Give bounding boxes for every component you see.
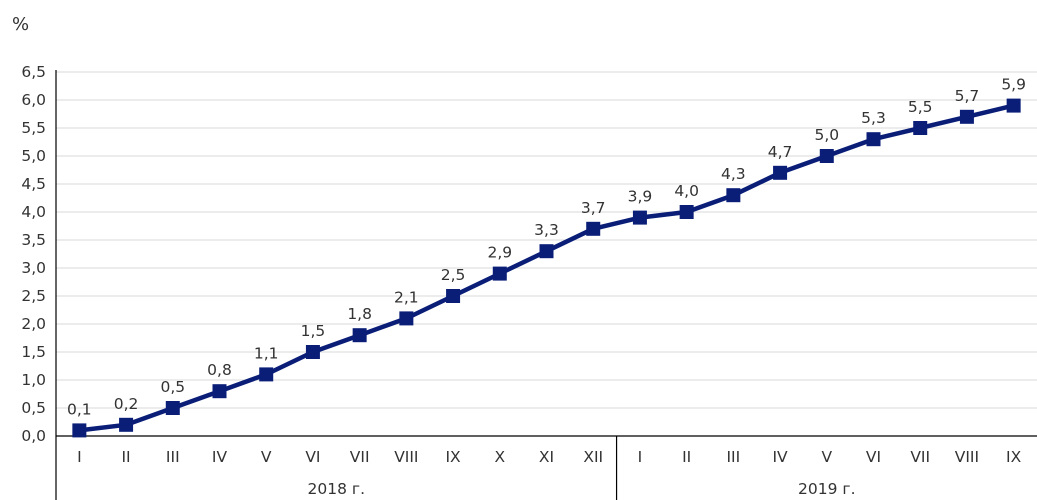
x-tick-label: XII [583, 448, 603, 466]
x-tick-label: XI [539, 448, 554, 466]
data-label: 3,3 [534, 221, 559, 239]
x-tick-label: VIII [394, 448, 418, 466]
y-tick-label: 2,0 [21, 315, 46, 333]
x-tick-label: VII [910, 448, 930, 466]
data-point-marker [632, 210, 647, 225]
axes [55, 70, 1037, 437]
x-tick-label: X [494, 448, 505, 466]
x-tick-label: VI [305, 448, 320, 466]
y-tick-label: 0,0 [21, 427, 46, 445]
data-markers [72, 98, 1021, 438]
data-point-marker [539, 244, 554, 259]
data-point-marker [305, 345, 320, 359]
x-tick-label: III [166, 448, 180, 466]
x-tick-label: II [121, 448, 130, 466]
y-tick-label: 4,0 [21, 203, 46, 221]
data-point-marker [1006, 98, 1021, 113]
data-point-marker [959, 109, 974, 124]
y-tick-label: 4,5 [21, 175, 46, 193]
y-axis-unit-label: % [12, 14, 29, 35]
data-label: 3,7 [581, 199, 606, 217]
data-point-marker [212, 384, 227, 399]
data-point-marker [819, 149, 834, 163]
y-tick-label: 3,0 [21, 259, 46, 277]
x-tick-label: V [261, 448, 272, 466]
x-tick-label: VIII [955, 448, 979, 466]
x-tick-label: V [821, 448, 832, 466]
y-tick-label: 1,5 [21, 343, 46, 361]
y-tick-label: 5,0 [21, 147, 46, 165]
data-label: 2,5 [441, 266, 466, 284]
data-label: 3,9 [628, 188, 653, 206]
data-point-marker [866, 132, 881, 147]
data-point-marker [446, 289, 461, 303]
data-label: 5,9 [1001, 76, 1026, 94]
data-point-marker [165, 401, 180, 415]
y-tick-label: 6,0 [21, 91, 46, 109]
data-point-marker [913, 121, 928, 135]
x-tick-label: IV [212, 448, 228, 466]
y-tick-label: 2,5 [21, 287, 46, 305]
data-label: 0,5 [160, 378, 185, 396]
data-label: 0,2 [114, 395, 139, 413]
y-tick-label: 3,5 [21, 231, 46, 249]
data-point-marker [679, 205, 694, 219]
y-axis-ticks: 0,0 0,5 1,0 1,5 2,0 2,5 3,0 3,5 4,0 4,5 5,0 5,5 6,0 6… [21, 63, 46, 445]
x-tick-label: IX [1006, 448, 1022, 466]
y-tick-label: 5,5 [21, 119, 46, 137]
x-tick-label: VI [866, 448, 881, 466]
group-label: 2019 г. [798, 480, 855, 498]
data-label: 2,9 [487, 244, 512, 262]
data-label: 2,1 [394, 288, 419, 306]
data-point-marker [399, 311, 414, 326]
x-tick-label: III [726, 448, 740, 466]
x-axis-ticks: I II III IV V VI VII VIII IX X XI XII I II III IV V VI VII… [77, 448, 1022, 466]
data-point-marker [72, 423, 87, 438]
data-point-marker [726, 188, 741, 203]
data-point-marker [773, 165, 788, 180]
data-point-marker [119, 417, 134, 432]
data-point-marker [259, 367, 274, 382]
data-label: 1,8 [347, 305, 372, 323]
data-point-marker [586, 221, 601, 236]
data-labels: 0,1 0,2 0,5 0,8 1,1 1,5 1,8 2,1 2,5 2,9 3,3 3,7 3,9 4… [67, 76, 1026, 419]
data-label: 5,0 [814, 126, 839, 144]
y-tick-label: 6,5 [21, 63, 46, 81]
y-tick-label: 0,5 [21, 399, 46, 417]
data-label: 5,5 [908, 98, 933, 116]
x-tick-label: II [682, 448, 691, 466]
data-label: 4,7 [768, 143, 793, 161]
data-label: 5,3 [861, 109, 886, 127]
x-tick-label: IX [445, 448, 461, 466]
data-label: 0,1 [67, 400, 92, 418]
y-tick-label: 1,0 [21, 371, 46, 389]
gridlines [56, 71, 1037, 409]
data-point-marker [492, 266, 507, 281]
x-tick-label: IV [772, 448, 788, 466]
data-label: 0,8 [207, 361, 232, 379]
x-tick-label: I [638, 448, 643, 466]
data-label: 4,0 [674, 182, 699, 200]
data-label: 1,5 [301, 322, 326, 340]
data-point-marker [352, 328, 367, 343]
group-label: 2018 г. [308, 480, 365, 498]
data-label: 1,1 [254, 344, 279, 362]
x-axis-groups: 2018 г. 2019 г. [55, 436, 856, 500]
x-tick-label: VII [350, 448, 370, 466]
data-label: 4,3 [721, 165, 746, 183]
data-label: 5,7 [955, 87, 980, 105]
x-tick-label: I [77, 448, 82, 466]
